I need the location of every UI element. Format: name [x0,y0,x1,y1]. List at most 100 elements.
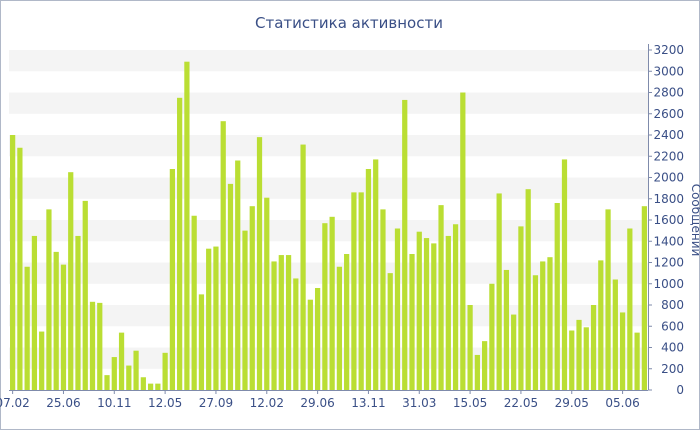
y-tick-label: 2000 [653,171,684,185]
bar [39,331,45,390]
bar [482,341,488,391]
x-tick-label: 13.11 [351,396,385,410]
bar [460,92,466,390]
bar [147,383,154,391]
bar [60,264,67,391]
x-tick-label: 07.02 [0,396,30,410]
bar [598,260,604,391]
bar [569,330,575,390]
bar [438,205,444,390]
x-tick-label: 25.06 [46,396,80,410]
bar [256,137,263,391]
bar [126,365,132,390]
bar [409,254,415,390]
bar [118,332,125,391]
bar [227,183,234,390]
y-tick-label: 2800 [653,86,684,100]
grid-band [9,50,648,72]
bar [133,350,139,390]
x-tick-label: 10.11 [97,396,131,410]
grid-band [9,177,648,199]
bar [511,314,517,390]
y-tick-label: 3000 [653,64,684,78]
grid-band [9,92,648,114]
grid-bands [9,50,648,369]
x-tick-label: 22.05 [504,396,538,410]
bar [641,206,647,390]
bar [336,266,343,390]
bar [220,121,226,390]
bar [75,235,81,390]
bar [518,226,524,391]
bar [634,332,640,391]
grid-band [9,305,648,327]
bar [198,294,205,391]
bar [380,209,386,391]
bar [307,299,313,390]
bar [489,283,495,390]
grid-band [9,135,648,157]
bar [474,354,480,390]
bar [358,192,364,390]
bar [387,273,393,391]
bar [423,238,430,390]
bar [351,192,357,390]
x-tick-labels: 07.02 25.06 10.11 12.05 27.09 12.02 29.06 13.11… [0,396,640,410]
bar [17,147,23,390]
bar [10,135,16,390]
bar [467,305,473,390]
x-tick-label: 15.05 [453,396,487,410]
bar [53,251,59,391]
bar [31,235,38,390]
bar [416,231,422,390]
bar [445,235,451,390]
y-tick-label: 1800 [653,192,684,206]
bar [547,257,553,390]
x-tick-label: 12.02 [250,396,284,410]
x-tick-label: 27.09 [199,396,233,410]
axes [9,44,652,394]
chart-title: Статистика активности [255,14,443,32]
bar [525,189,531,390]
bar [561,159,568,390]
bar [111,357,117,390]
bar [177,97,183,390]
y-tick-labels: 0 200 400 600 800 1000 1200 1400 1600 1800 2000 220… [653,43,684,397]
bar [140,377,146,390]
y-tick-label: 2400 [653,128,684,142]
y-tick-label: 1200 [653,256,684,270]
y-tick-label: 200 [661,362,684,376]
bar [169,169,175,390]
bar [46,209,52,391]
bar [206,248,212,390]
y-tick-label: 2200 [653,149,684,163]
x-tick-label: 29.06 [300,396,334,410]
bar [191,215,197,390]
bar [68,172,74,390]
bar [540,261,546,390]
y-axis-label: Сообщений [689,184,700,257]
bar [365,169,372,390]
bar [184,61,190,390]
grid-band [9,262,648,284]
bar [329,216,335,390]
bar [293,278,299,390]
bar [235,160,241,390]
bar [242,230,248,391]
y-tick-label: 600 [661,319,684,333]
y-tick-label: 1400 [653,234,684,248]
bar [213,246,219,390]
bar [619,312,626,390]
bar [554,203,560,390]
bar [576,319,582,391]
x-tick-label: 29.05 [555,396,589,410]
bar [278,255,284,390]
grid-band [9,347,648,369]
bar [431,243,437,391]
y-tick-label: 0 [676,383,684,397]
bar [104,375,110,391]
bar [373,159,379,390]
y-tick-label: 400 [661,341,684,355]
bar [264,197,270,390]
